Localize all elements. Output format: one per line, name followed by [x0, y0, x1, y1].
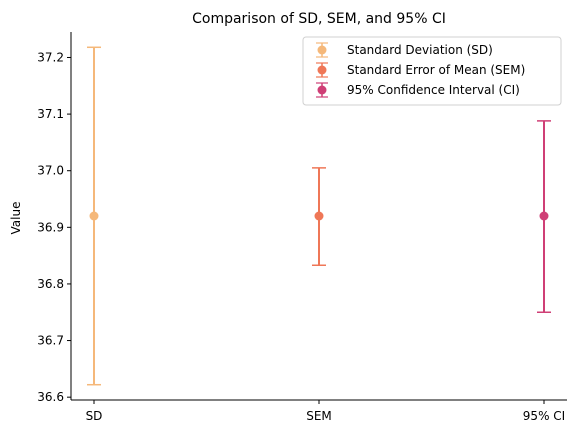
y-tick-label: 36.7 [37, 334, 64, 348]
y-axis-label: Value [9, 202, 23, 235]
plot-area [87, 46, 551, 386]
legend-item: Standard Error of Mean (SEM) [316, 62, 525, 78]
legend-label: Standard Error of Mean (SEM) [347, 63, 525, 77]
legend-label: Standard Deviation (SD) [347, 43, 493, 57]
legend-marker-point [317, 45, 327, 55]
y-tick-label: 37.2 [37, 50, 64, 64]
legend-marker-point [317, 65, 327, 75]
error-bar-sd [87, 46, 101, 386]
legend: Standard Deviation (SD) Standard Error of… [302, 36, 562, 106]
y-tick-label: 36.8 [37, 277, 64, 291]
mean-point [89, 211, 99, 221]
y-tick-label: 37.0 [37, 164, 64, 178]
x-tick-label: 95% CI [523, 409, 565, 423]
legend-item: Standard Deviation (SD) [316, 42, 493, 58]
legend-label: 95% Confidence Interval (CI) [347, 83, 520, 97]
legend-marker-point [317, 85, 327, 95]
error-bar-95-ci [537, 120, 551, 313]
y-axis-ticks: 36.6 36.7 36.8 36.9 37.0 37.1 37.2 [37, 50, 71, 404]
x-tick-label: SD [86, 409, 103, 423]
x-axis-ticks: SD SEM 95% CI [86, 400, 565, 423]
legend-box [302, 36, 562, 106]
y-tick-label: 36.9 [37, 220, 64, 234]
chart-title: Comparison of SD, SEM, and 95% CI [192, 11, 446, 27]
legend-item: 95% Confidence Interval (CI) [316, 82, 520, 98]
error-bar-sem [312, 167, 326, 267]
mean-point [539, 211, 549, 221]
x-tick-label: SEM [306, 409, 332, 423]
y-tick-label: 37.1 [37, 107, 64, 121]
y-tick-label: 36.6 [37, 390, 64, 404]
mean-point [314, 211, 324, 221]
